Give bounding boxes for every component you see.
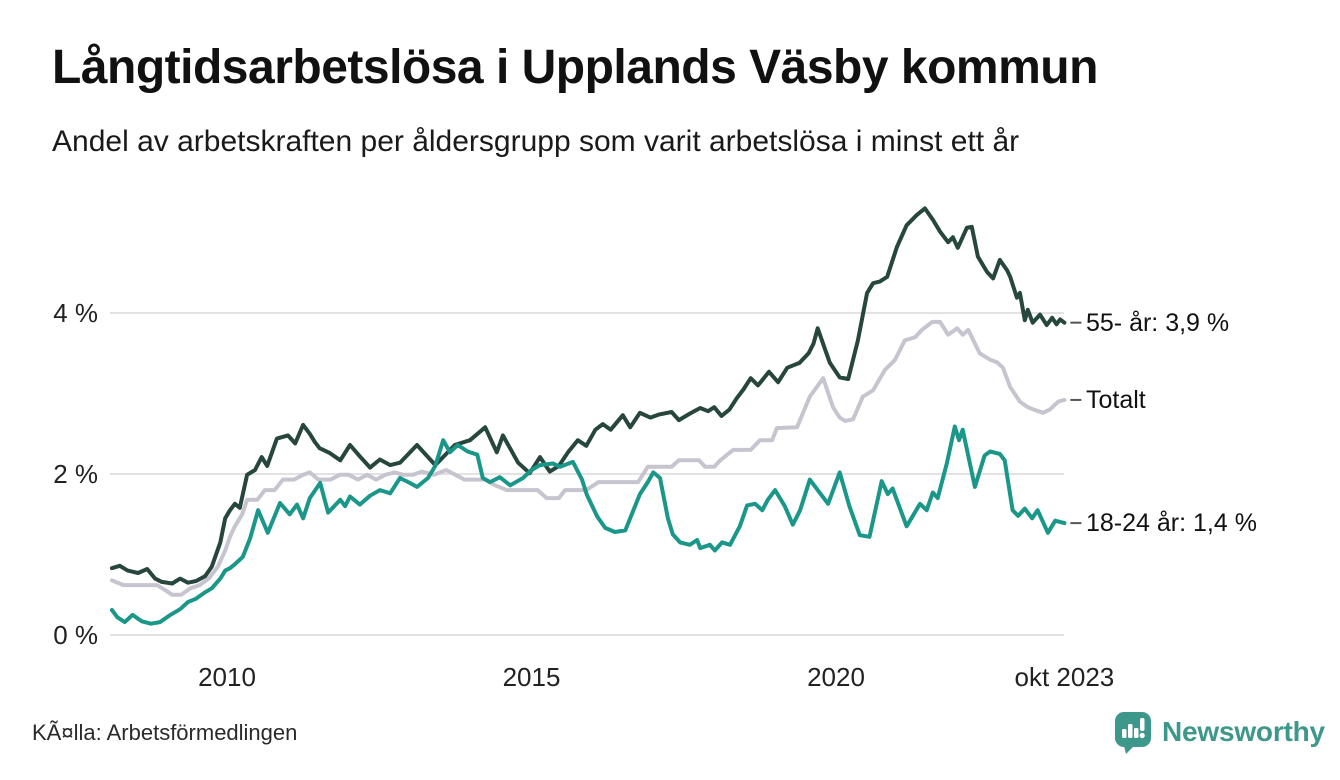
y-axis-tick-4pct: 4 % — [53, 298, 98, 328]
newsworthy-logo-text: Newsworthy — [1162, 716, 1325, 747]
y-axis-tick-0pct: 0 % — [53, 620, 98, 650]
series-end-label-totalt: Totalt — [1086, 385, 1146, 414]
logo-exclamation-bar — [1140, 718, 1145, 731]
x-axis-tick-2015: 2015 — [502, 662, 561, 692]
x-axis-tick-2010: 2010 — [198, 662, 256, 692]
y-axis-tick-2pct: 2 % — [53, 459, 98, 489]
logo-bubble-shape — [1115, 712, 1151, 747]
x-axis-tick-okt-2023: okt 2023 — [1014, 662, 1115, 692]
x-axis-tick-2020: 2020 — [807, 662, 865, 692]
logo-bubble-tail — [1123, 742, 1138, 754]
newsworthy-logo-icon — [1115, 712, 1151, 754]
chart-title: Långtidsarbetslösa i Upplands Väsby komm… — [52, 41, 1098, 94]
source-note: KÃ¤lla: Arbetsförmedlingen — [32, 720, 298, 745]
series-end-label-18-24-ar: 18-24 år: 1,4 % — [1086, 509, 1257, 538]
logo-bar-chart-glyph — [1122, 718, 1145, 739]
series-end-label-55-ar: 55- år: 3,9 % — [1086, 308, 1230, 337]
chart-subtitle: Andel av arbetskraften per åldersgrupp s… — [52, 125, 1020, 158]
newsworthy-logo: Newsworthy — [1113, 708, 1325, 756]
logo-exclamation-dot — [1139, 732, 1145, 739]
